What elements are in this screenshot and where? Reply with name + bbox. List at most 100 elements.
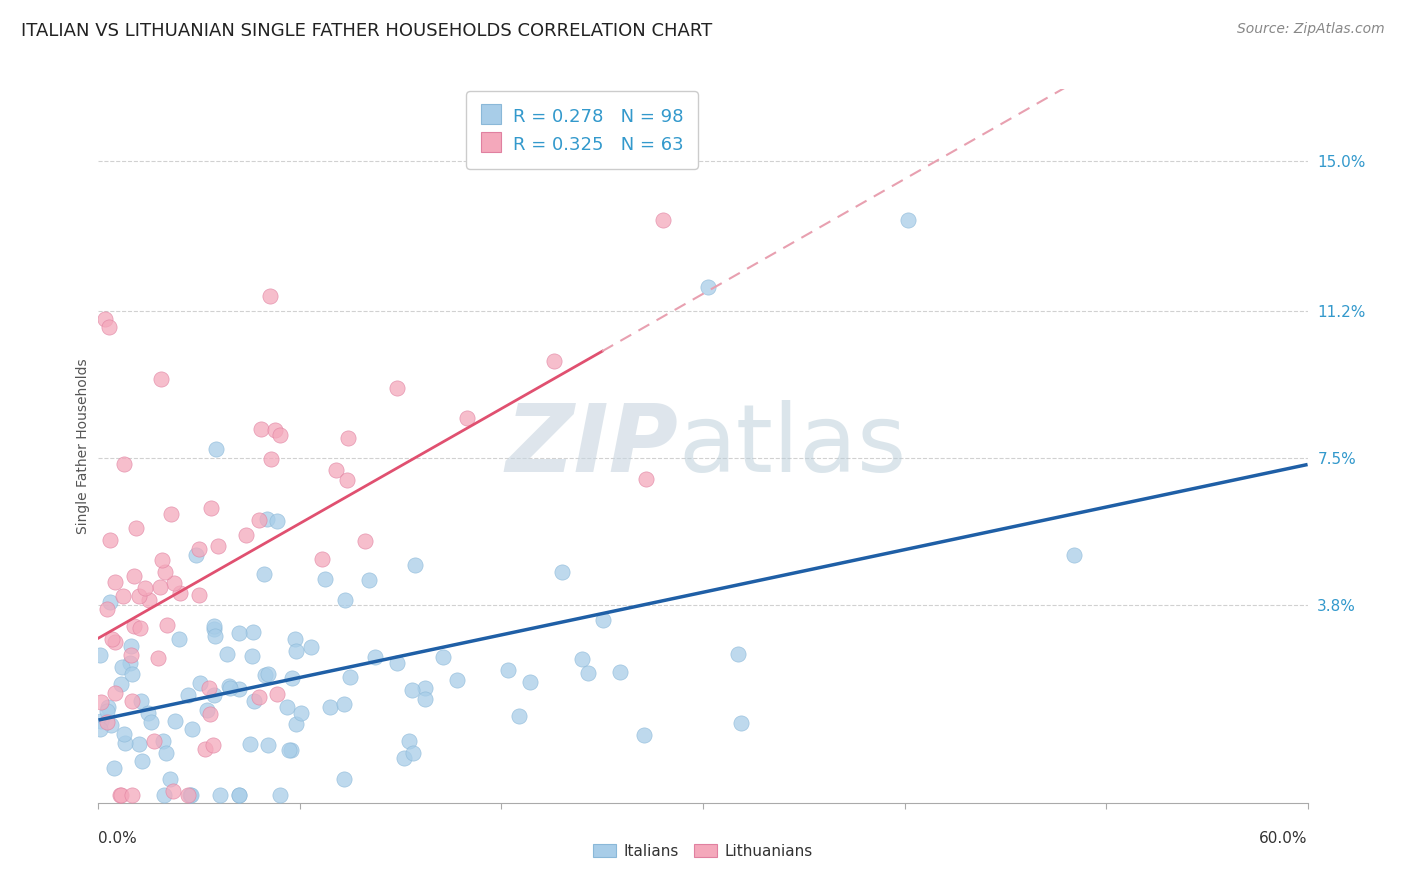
Legend: Italians, Lithuanians: Italians, Lithuanians: [585, 836, 821, 866]
Point: [256, 666, 278, 681]
Point: [239, 737, 262, 751]
Point: [269, 788, 291, 802]
Point: [149, 580, 172, 594]
Point: [152, 734, 174, 748]
Point: [413, 681, 436, 696]
Point: [290, 706, 312, 720]
Point: [202, 618, 225, 632]
Point: [609, 665, 631, 679]
Point: [325, 463, 347, 477]
Point: [333, 697, 356, 711]
Point: [180, 788, 202, 802]
Point: [401, 682, 423, 697]
Point: [281, 671, 304, 685]
Point: [253, 667, 276, 681]
Point: [285, 644, 308, 658]
Text: atlas: atlas: [679, 400, 907, 492]
Point: [276, 700, 298, 714]
Point: [89, 695, 111, 709]
Point: [165, 714, 187, 728]
Point: [195, 703, 218, 717]
Point: [96, 601, 118, 615]
Point: [160, 507, 183, 521]
Point: [120, 648, 142, 662]
Point: [153, 566, 176, 580]
Point: [385, 381, 408, 395]
Point: [198, 706, 221, 721]
Point: [256, 512, 278, 526]
Point: [89, 722, 111, 736]
Point: [228, 625, 250, 640]
Point: [218, 679, 240, 693]
Point: [139, 714, 162, 729]
Point: [188, 541, 211, 556]
Point: [184, 548, 207, 562]
Point: [90, 714, 112, 729]
Point: [97, 700, 120, 714]
Point: [169, 586, 191, 600]
Point: [551, 565, 574, 579]
Point: [333, 593, 356, 607]
Point: [253, 566, 276, 581]
Point: [571, 651, 593, 665]
Point: [155, 746, 177, 760]
Point: [319, 700, 342, 714]
Point: [194, 742, 217, 756]
Point: [208, 788, 231, 802]
Point: [446, 673, 468, 687]
Point: [103, 761, 125, 775]
Text: ITALIAN VS LITHUANIAN SINGLE FATHER HOUSEHOLDS CORRELATION CHART: ITALIAN VS LITHUANIAN SINGLE FATHER HOUS…: [21, 22, 713, 40]
Point: [256, 738, 278, 752]
Text: ZIP: ZIP: [506, 400, 679, 492]
Point: [138, 593, 160, 607]
Point: [339, 670, 361, 684]
Point: [121, 788, 143, 802]
Point: [285, 716, 308, 731]
Point: [176, 688, 198, 702]
Point: [110, 788, 132, 802]
Point: [456, 411, 478, 425]
Point: [131, 754, 153, 768]
Point: [730, 716, 752, 731]
Point: [122, 569, 145, 583]
Point: [299, 640, 322, 654]
Point: [727, 647, 749, 661]
Point: [235, 528, 257, 542]
Point: [278, 742, 301, 756]
Point: [266, 687, 288, 701]
Point: [404, 558, 426, 572]
Point: [269, 428, 291, 442]
Text: Source: ZipAtlas.com: Source: ZipAtlas.com: [1237, 22, 1385, 37]
Point: [508, 709, 530, 723]
Point: [121, 694, 143, 708]
Point: [89, 648, 111, 662]
Point: [198, 681, 221, 695]
Point: [202, 689, 225, 703]
Point: [104, 686, 127, 700]
Point: [104, 635, 127, 649]
Point: [311, 552, 333, 566]
Point: [392, 751, 415, 765]
Point: [398, 734, 420, 748]
Point: [176, 788, 198, 802]
Point: [122, 618, 145, 632]
Point: [162, 784, 184, 798]
Point: [143, 734, 166, 748]
Point: [633, 728, 655, 742]
Point: [228, 788, 250, 802]
Point: [260, 451, 283, 466]
Point: [897, 213, 920, 227]
Point: [136, 706, 159, 720]
Point: [110, 677, 132, 691]
Point: [496, 664, 519, 678]
Point: [112, 457, 135, 471]
Point: [152, 788, 174, 802]
Point: [228, 788, 250, 802]
Point: [314, 572, 336, 586]
Point: [249, 513, 271, 527]
Point: [190, 676, 212, 690]
Point: [110, 788, 132, 802]
Point: [519, 674, 541, 689]
Point: [336, 432, 359, 446]
Point: [148, 650, 170, 665]
